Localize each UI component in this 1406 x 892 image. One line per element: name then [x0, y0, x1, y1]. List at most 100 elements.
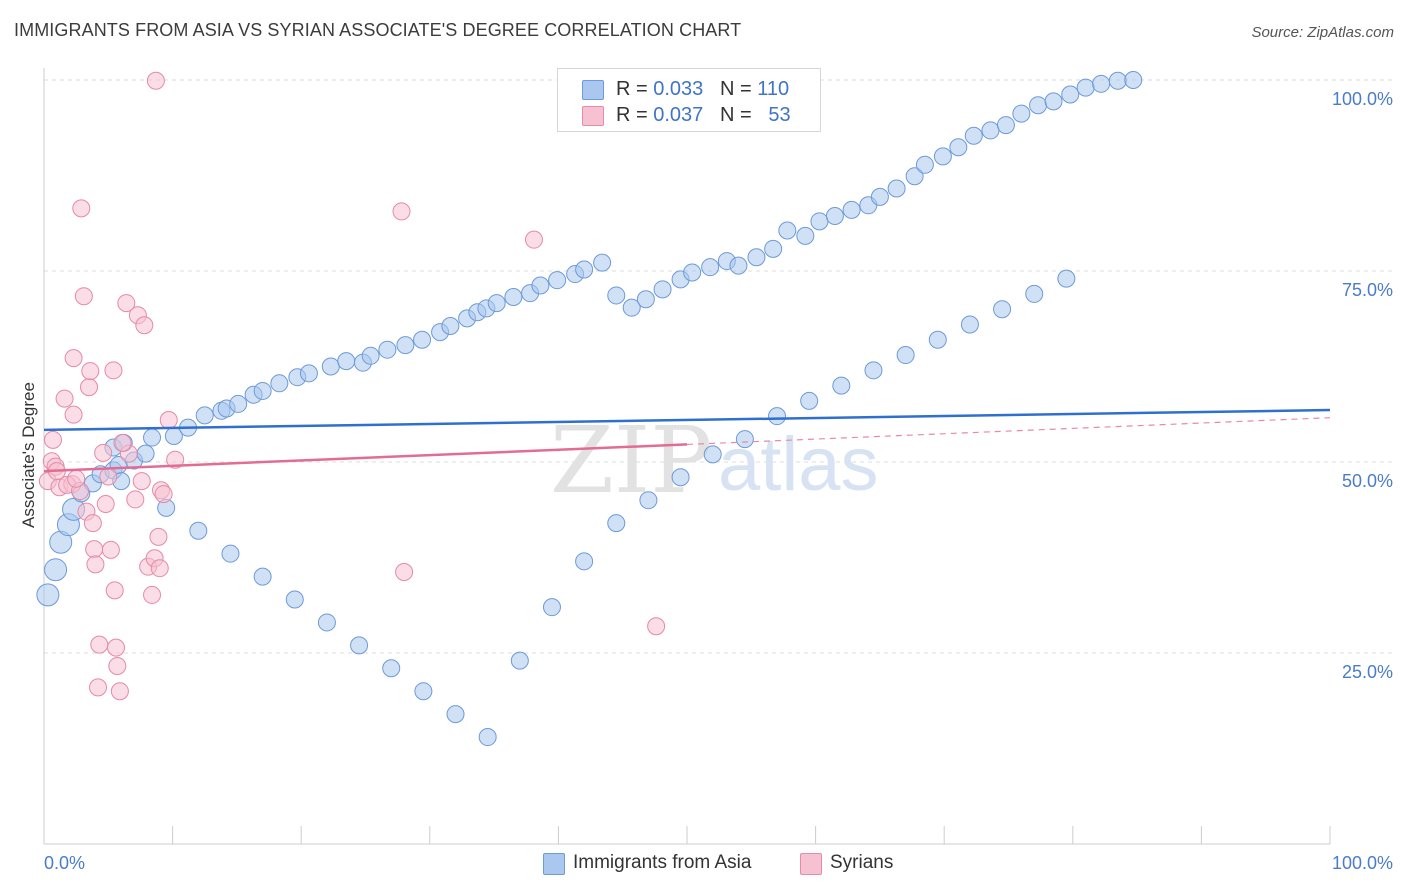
point-syrians	[44, 430, 63, 449]
point-syrians	[647, 617, 666, 636]
point-asia	[136, 444, 155, 463]
point-asia	[414, 682, 433, 701]
point-syrians	[99, 467, 118, 486]
point-syrians	[113, 433, 132, 452]
point-asia	[1025, 284, 1044, 303]
point-syrians	[149, 527, 168, 546]
point-asia	[229, 394, 248, 413]
point-asia	[735, 430, 754, 449]
point-asia	[800, 391, 819, 410]
point-syrians	[85, 540, 104, 559]
chart-title: IMMIGRANTS FROM ASIA VS SYRIAN ASSOCIATE…	[14, 20, 742, 40]
x-tick-label: 0.0%	[44, 853, 85, 873]
point-asia	[1061, 85, 1080, 104]
point-asia	[270, 374, 289, 393]
point-syrians	[67, 469, 86, 488]
point-syrians	[143, 585, 162, 604]
point-asia	[796, 226, 815, 245]
point-asia	[842, 200, 861, 219]
point-asia	[1057, 269, 1076, 288]
point-asia	[671, 468, 690, 487]
point-syrians	[135, 316, 154, 335]
point-asia	[1092, 74, 1111, 93]
point-asia	[44, 558, 68, 582]
axes	[43, 68, 1331, 845]
point-asia	[321, 357, 340, 376]
point-syrians	[81, 362, 100, 381]
point-asia	[1108, 71, 1127, 90]
point-asia	[396, 336, 415, 355]
point-asia	[764, 239, 783, 258]
point-asia	[575, 260, 594, 279]
y-tick-label: 75.0%	[1342, 280, 1393, 300]
point-asia	[195, 406, 214, 425]
point-asia	[996, 116, 1015, 135]
source-label: Source: ZipAtlas.com	[1251, 24, 1394, 41]
point-syrians	[80, 378, 99, 397]
point-syrians	[110, 682, 129, 701]
point-asia	[870, 187, 889, 206]
point-asia	[928, 330, 947, 349]
point-asia	[253, 381, 272, 400]
point-syrians	[83, 514, 102, 533]
watermark: ZIP atlas	[550, 407, 879, 514]
point-syrians	[132, 472, 151, 491]
point-asia	[317, 613, 336, 632]
point-asia	[1124, 71, 1143, 89]
point-asia	[622, 298, 641, 317]
legend-swatch-syrians	[582, 106, 604, 126]
point-asia	[825, 206, 844, 225]
tick-labels: 25.0% 50.0% 75.0% 100.0% 0.0% 100.0%	[44, 89, 1393, 873]
legend-r-label: R =	[616, 104, 654, 126]
point-syrians	[126, 490, 145, 509]
point-syrians	[89, 678, 108, 697]
point-asia	[1076, 78, 1095, 97]
watermark-zip: ZIP	[550, 407, 712, 514]
legend-r-value: 0.033	[653, 78, 704, 100]
point-syrians	[154, 485, 173, 504]
point-asia	[864, 361, 883, 380]
point-asia	[636, 290, 655, 309]
point-asia	[964, 126, 983, 145]
point-asia	[768, 407, 787, 426]
point-asia	[253, 567, 272, 586]
y-tick-label: 100.0%	[1332, 89, 1393, 109]
point-syrians	[74, 287, 93, 306]
point-syrians	[108, 656, 127, 675]
point-asia	[810, 212, 829, 231]
point-syrians	[104, 361, 123, 380]
point-syrians	[159, 410, 178, 429]
point-asia	[378, 340, 397, 359]
legend-swatch-asia	[582, 80, 604, 100]
point-syrians	[72, 199, 91, 218]
point-asia	[915, 155, 934, 174]
trend-line-asia	[43, 408, 1331, 432]
legend-n-label: N =	[719, 78, 758, 100]
point-syrians	[94, 443, 113, 462]
legend-r-value: 0.037	[653, 104, 704, 126]
point-asia	[510, 651, 529, 670]
point-asia	[593, 253, 612, 272]
point-syrians	[90, 635, 109, 654]
point-asia	[653, 280, 672, 299]
point-asia	[575, 552, 594, 571]
point-asia	[531, 276, 550, 295]
point-asia	[747, 248, 766, 267]
point-syrians	[105, 581, 124, 600]
bottom-legend-swatch-asia	[543, 853, 565, 875]
point-syrians	[64, 349, 83, 368]
point-asia	[299, 364, 318, 383]
point-asia	[361, 346, 380, 365]
grid-lines	[44, 79, 1395, 654]
y-tick-label: 25.0%	[1342, 662, 1393, 682]
point-asia	[607, 286, 626, 305]
point-asia	[1044, 92, 1063, 111]
point-asia	[960, 315, 979, 334]
trend-line-syrians-extension	[686, 417, 1331, 446]
data-points	[36, 71, 1143, 747]
point-asia	[1029, 96, 1048, 115]
legend-text-syrians: R = 0.037 N = 53	[616, 104, 791, 127]
point-asia	[832, 376, 851, 395]
point-asia	[683, 263, 702, 282]
point-asia	[189, 521, 208, 540]
